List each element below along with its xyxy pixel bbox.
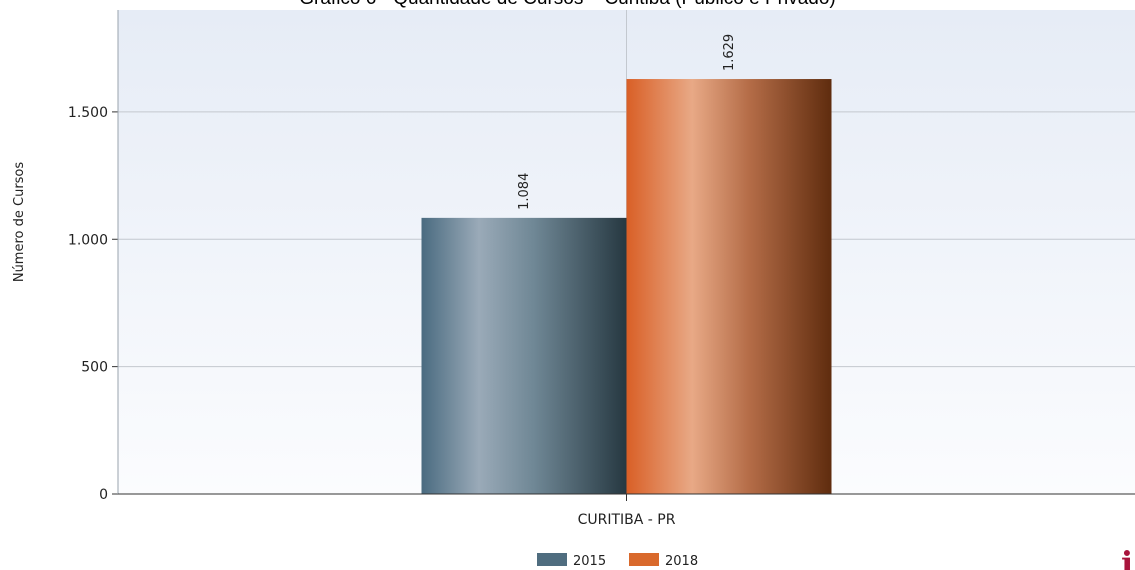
y-tick-label: 500 <box>81 360 108 376</box>
legend-label-2015: 2015 <box>573 554 606 569</box>
bar-2015 <box>421 217 627 494</box>
x-tick-label: CURITIBA - PR <box>578 512 676 528</box>
chart-title: Gráfico 6 - Quantidade de Cursos – Curit… <box>0 0 1135 10</box>
y-tick-label: 1.000 <box>68 232 108 248</box>
y-tick-label: 0 <box>99 487 108 503</box>
data-label-2018: 1.629 <box>722 34 737 71</box>
y-tick-label: 1.500 <box>68 105 108 121</box>
watermark-logo: i <box>1121 544 1133 570</box>
legend-swatch-2018 <box>629 553 659 566</box>
y-axis-title: Número de Cursos <box>12 162 27 283</box>
bar-2018 <box>626 79 832 494</box>
data-label-2015: 1.084 <box>517 173 532 210</box>
legend-label-2018: 2018 <box>665 554 698 569</box>
legend-swatch-2015 <box>537 553 567 566</box>
